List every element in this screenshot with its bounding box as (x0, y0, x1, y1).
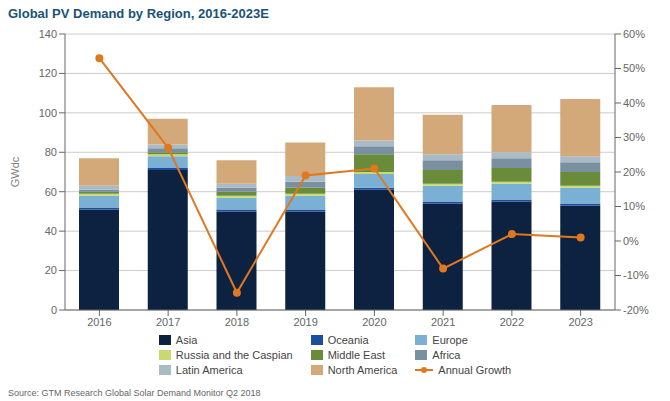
svg-text:10%: 10% (623, 200, 645, 212)
svg-text:2022: 2022 (500, 316, 524, 328)
svg-text:-20%: -20% (623, 304, 649, 316)
svg-text:2020: 2020 (362, 316, 386, 328)
svg-text:100: 100 (39, 107, 57, 119)
svg-text:2017: 2017 (156, 316, 180, 328)
html-text:Africa: Africa (432, 349, 461, 361)
svg-text:140: 140 (39, 28, 57, 40)
svg-text:60: 60 (45, 186, 57, 198)
svg-text:2019: 2019 (293, 316, 317, 328)
svg-text:40%: 40% (623, 97, 645, 109)
svg-text:60%: 60% (623, 28, 645, 40)
svg-text:GWdc: GWdc (9, 156, 21, 187)
svg-text:20%: 20% (623, 166, 645, 178)
html-text:Latin America: Latin America (175, 364, 243, 376)
svg-text:50%: 50% (623, 62, 645, 74)
html-text:Russia and the Caspian: Russia and the Caspian (175, 349, 293, 361)
svg-text:20: 20 (45, 264, 57, 276)
svg-text:80: 80 (45, 146, 57, 158)
html-text:Middle East: Middle East (327, 349, 386, 361)
svg-text:40: 40 (45, 225, 57, 237)
html-text:Source: GTM Research Global So: Source: GTM Research Global Solar Demand… (8, 388, 261, 398)
html-text:North America: North America (327, 364, 398, 376)
svg-text:2018: 2018 (225, 316, 249, 328)
svg-text:2021: 2021 (431, 316, 455, 328)
svg-text:0%: 0% (623, 235, 639, 247)
svg-text:-10%: -10% (623, 269, 649, 281)
html-text:Asia: Asia (175, 334, 198, 346)
svg-text:30%: 30% (623, 131, 645, 143)
html-text:Annual Growth: Annual Growth (438, 364, 512, 376)
svg-text:2023: 2023 (568, 316, 592, 328)
html-text:Europe: Europe (432, 334, 468, 346)
html-text:Global PV Demand by Region, 20: Global PV Demand by Region, 2016-2023E (8, 6, 269, 21)
svg-text:120: 120 (39, 67, 57, 79)
html-text:Oceania: Oceania (327, 334, 369, 346)
svg-text:0: 0 (51, 304, 57, 316)
svg-text:2016: 2016 (87, 316, 111, 328)
